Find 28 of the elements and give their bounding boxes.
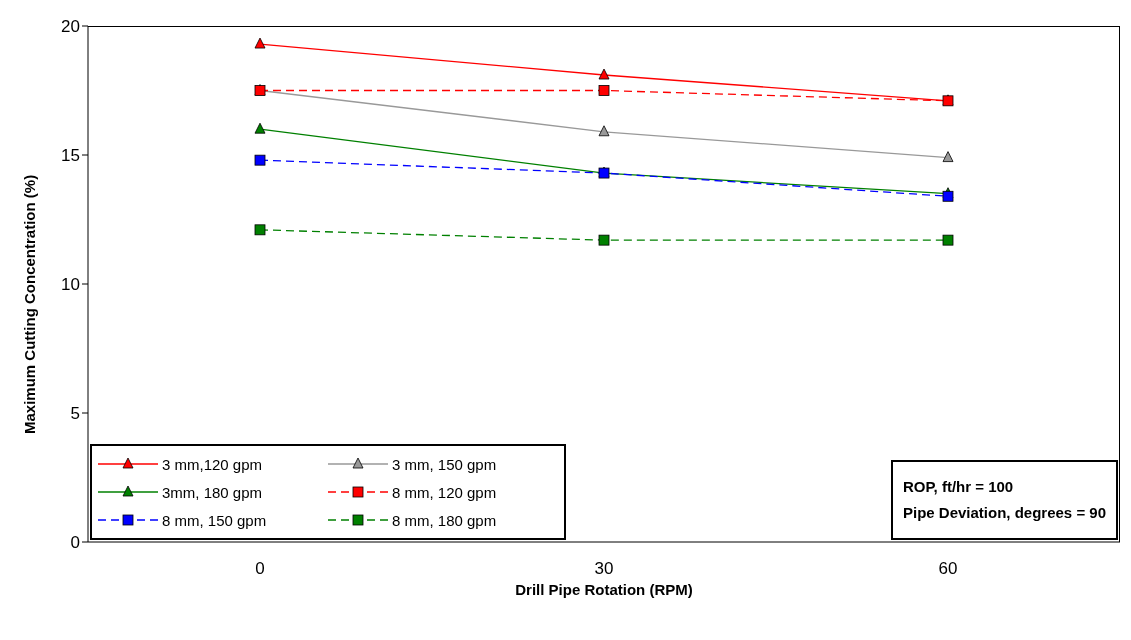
point bbox=[942, 234, 954, 246]
x-tick-label: 60 bbox=[938, 559, 958, 579]
point bbox=[254, 224, 266, 236]
y-tick-label: 5 bbox=[70, 404, 80, 424]
point bbox=[598, 125, 610, 137]
legend-label: 8 mm, 180 gpm bbox=[392, 511, 497, 529]
y-tick-label: 20 bbox=[61, 17, 80, 37]
legend-label: 3 mm, 150 gpm bbox=[392, 455, 497, 473]
annotation: ROP, ft/hr = 100 bbox=[902, 477, 1015, 497]
x-tick-label: 30 bbox=[594, 559, 614, 579]
x-tick-label: 0 bbox=[255, 559, 265, 579]
point bbox=[254, 37, 266, 49]
x-axis-title: Drill Pipe Rotation (RPM) bbox=[515, 581, 693, 598]
legend-label: 8 mm, 120 gpm bbox=[392, 483, 497, 501]
y-tick-label: 10 bbox=[61, 275, 80, 295]
point bbox=[598, 234, 610, 246]
annotation: Pipe Deviation, degrees = 90 bbox=[902, 503, 1106, 523]
y-tick-label: 0 bbox=[70, 533, 80, 553]
legend-label: 8 mm, 150 gpm bbox=[162, 511, 267, 529]
point bbox=[254, 122, 266, 134]
point bbox=[254, 154, 266, 166]
legend-label: 3 mm,120 gpm bbox=[162, 455, 263, 473]
y-axis-title: Maximum Cutting Concentration (%) bbox=[21, 174, 39, 434]
y-tick-label: 15 bbox=[61, 146, 80, 166]
point bbox=[942, 151, 954, 162]
point bbox=[598, 68, 610, 80]
legend-label: 3mm, 180 gpm bbox=[162, 483, 263, 501]
point bbox=[598, 85, 610, 96]
